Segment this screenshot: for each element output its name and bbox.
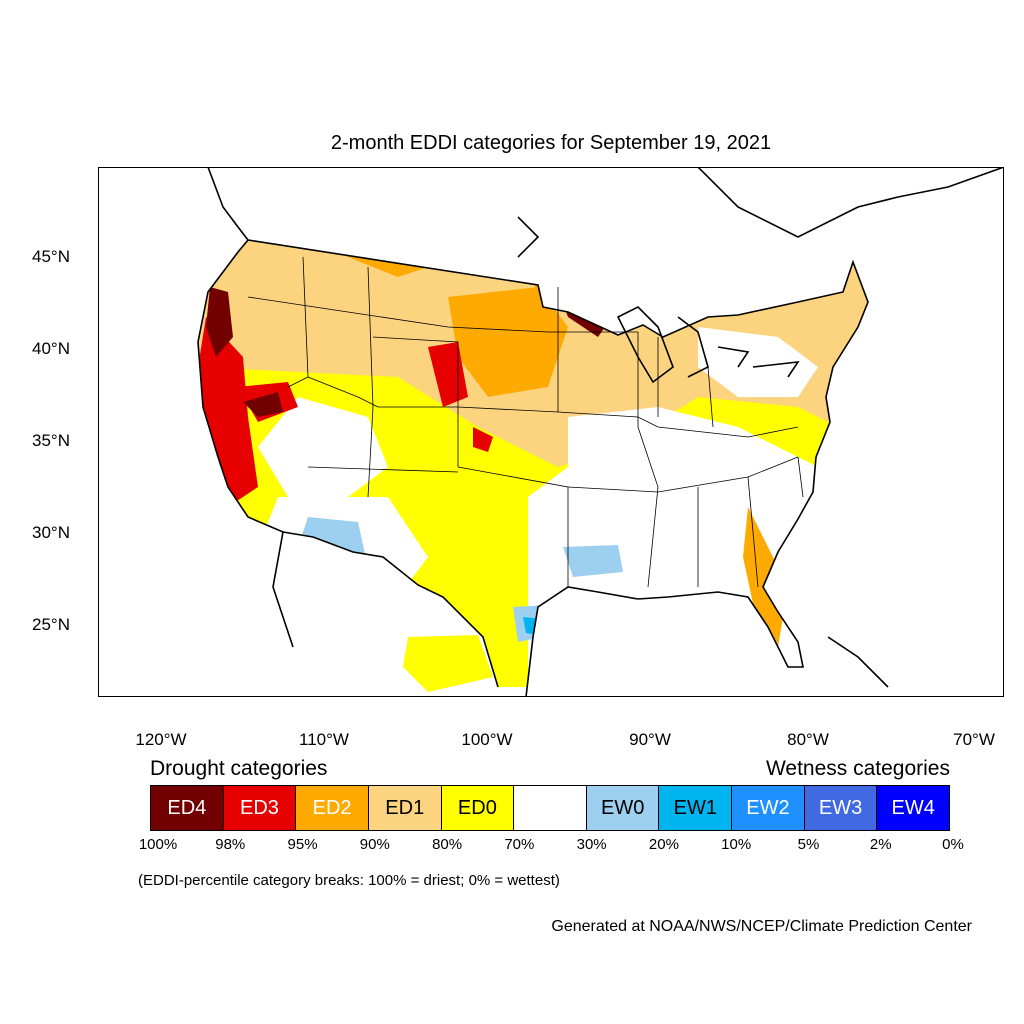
- eddi-map: [98, 167, 1004, 697]
- lon-label-70: 70°W: [953, 730, 995, 749]
- lat-label-35: 35°N: [32, 431, 70, 450]
- legend-break-label: 10%: [721, 836, 752, 853]
- legend-break-label: 100%: [138, 836, 178, 853]
- lat-label-40: 40°N: [32, 339, 70, 358]
- category-note: (EDDI-percentile category breaks: 100% =…: [138, 872, 560, 889]
- legend-break-label: 95%: [287, 836, 318, 853]
- credit-line: Generated at NOAA/NWS/NCEP/Climate Predi…: [551, 918, 972, 935]
- legend-break-label: 2%: [869, 836, 892, 853]
- legend-cell-ew3: EW3: [804, 786, 878, 830]
- legend-break-label: 90%: [359, 836, 390, 853]
- lon-label-120: 120°W: [135, 730, 187, 749]
- lat-label-25: 25°N: [32, 615, 70, 634]
- lon-label-90: 90°W: [629, 730, 671, 749]
- map-border: [98, 167, 1004, 697]
- legend-cell-ew0: EW0: [586, 786, 660, 830]
- lon-label-110: 110°W: [299, 730, 349, 749]
- legend-break-label: 30%: [576, 836, 607, 853]
- legend-cell-ed3: ED3: [223, 786, 297, 830]
- legend-cell-ew2: EW2: [732, 786, 805, 830]
- legend-cell-ed1: ED1: [368, 786, 442, 830]
- coastline: [197, 167, 1004, 697]
- legend-break-label: 70%: [504, 836, 535, 853]
- legend-break-label: 80%: [432, 836, 463, 853]
- legend-cell-ed0: ED0: [441, 786, 515, 830]
- legend-cell-neutral: [514, 786, 587, 830]
- lat-label-30: 30°N: [32, 523, 70, 542]
- lon-label-100: 100°W: [461, 730, 513, 749]
- drought-heading: Drought categories: [150, 757, 328, 780]
- legend-color-bar: ED4 ED3 ED2 ED1 ED0 EW0 EW1 EW2 EW3 EW4: [150, 785, 950, 831]
- legend-cell-ew1: EW1: [659, 786, 733, 830]
- wetness-heading: Wetness categories: [765, 757, 950, 780]
- legend-cell-ew4: EW4: [877, 786, 950, 830]
- legend-break-label: 5%: [797, 836, 820, 853]
- state-borders: [247, 256, 804, 588]
- lat-label-45: 45°N: [32, 247, 70, 266]
- map-title: 2-month EDDI categories for September 19…: [330, 132, 772, 154]
- legend-break-label: 0%: [942, 836, 964, 853]
- legend-break-label: 20%: [648, 836, 679, 853]
- legend-cell-ed4: ED4: [151, 786, 224, 830]
- legend-cell-ed2: ED2: [296, 786, 369, 830]
- legend-break-label: 98%: [215, 836, 246, 853]
- lon-label-80: 80°W: [787, 730, 829, 749]
